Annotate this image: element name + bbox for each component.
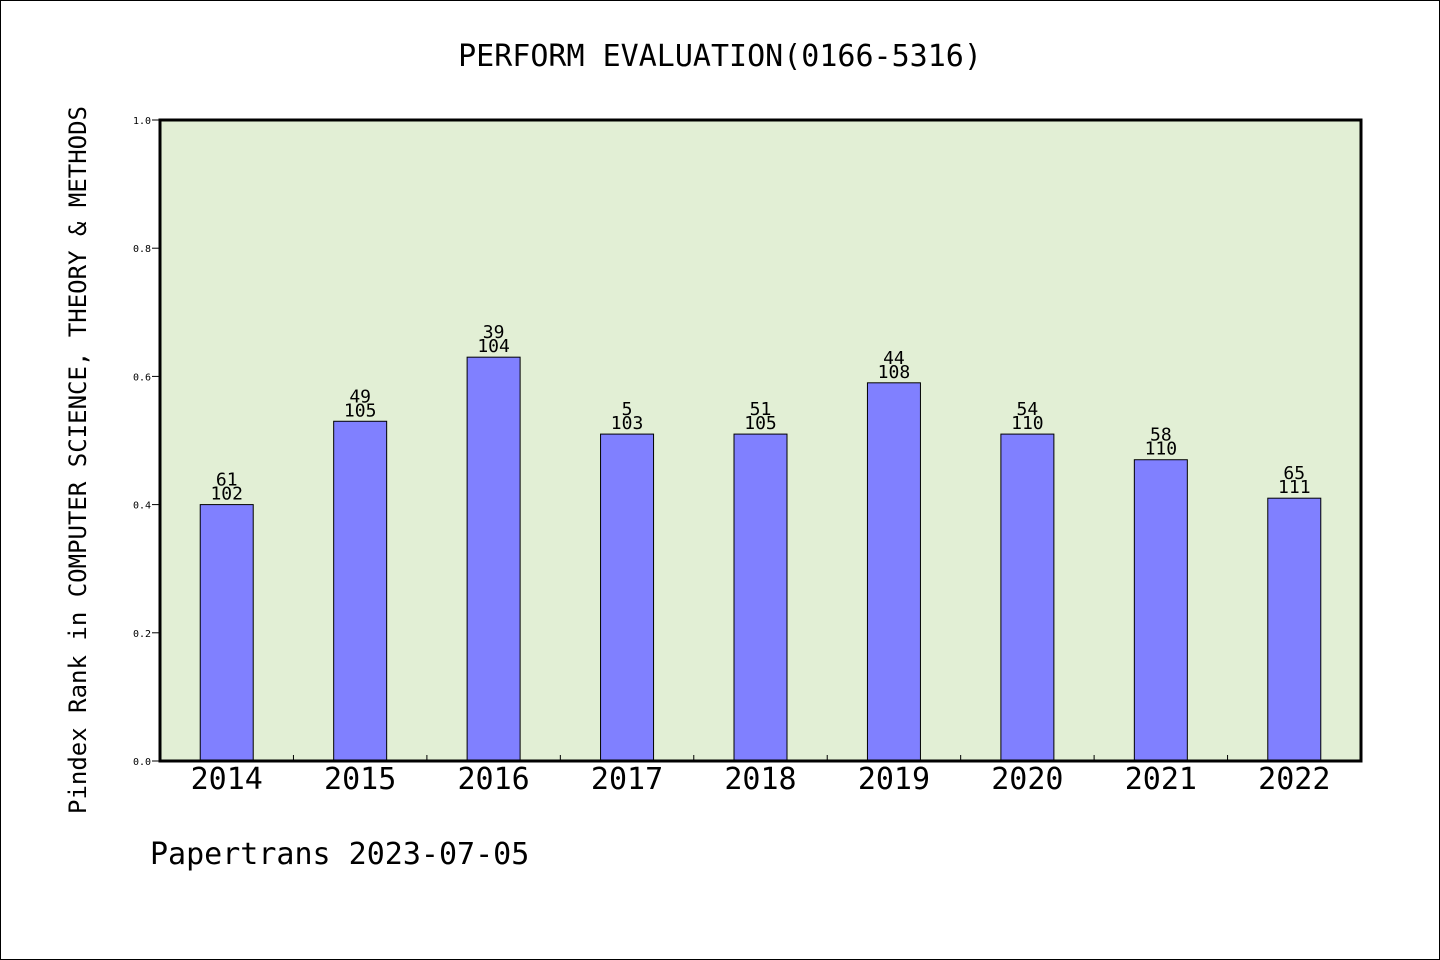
data-label-rank: 58 — [1150, 425, 1172, 446]
data-label-rank: 65 — [1283, 463, 1305, 484]
x-axis-ticks: 2014 2015 2016 2017 2018 2019 2020 2021 2022 — [191, 755, 1330, 797]
data-label-total: 102 — [210, 484, 243, 505]
x-tick-label: 2022 — [1258, 762, 1330, 797]
data-label-rank: 49 — [349, 386, 371, 407]
plot-border — [158, 118, 1363, 763]
data-label-total: 111 — [1278, 477, 1311, 498]
x-tick-label: 2014 — [191, 762, 263, 797]
bars-group — [199, 356, 1322, 762]
data-label-total: 110 — [1145, 439, 1178, 460]
bar — [733, 433, 788, 762]
data-label-total: 110 — [1011, 413, 1044, 434]
bar — [1000, 433, 1055, 762]
data-label-rank: 39 — [483, 322, 505, 343]
footer-text: Papertrans 2023-07-05 — [150, 837, 529, 872]
y-tick-label: 0.4 — [133, 501, 151, 512]
y-tick-label: 0.8 — [133, 244, 151, 255]
x-tick-label: 2015 — [324, 762, 396, 797]
data-label-rank: 51 — [750, 399, 772, 420]
bar — [1133, 459, 1188, 762]
y-axis-ticks: 0.0 0.2 0.4 0.6 0.8 1.0 — [133, 116, 160, 768]
bar — [199, 504, 254, 762]
data-label-rank: 61 — [216, 470, 238, 491]
x-tick-label: 2021 — [1125, 762, 1197, 797]
bar — [466, 356, 521, 762]
bar — [1267, 497, 1322, 762]
x-tick-label: 2017 — [591, 762, 663, 797]
data-label-total: 105 — [344, 400, 377, 421]
data-label-rank: 5 — [622, 399, 633, 420]
y-tick-label: 0.2 — [133, 629, 151, 640]
data-label-total: 104 — [477, 336, 510, 357]
x-tick-label: 2018 — [724, 762, 796, 797]
x-tick-label: 2019 — [858, 762, 930, 797]
y-tick-label: 0.0 — [133, 757, 151, 768]
data-label-rank: 44 — [883, 348, 905, 369]
chart-title: PERFORM EVALUATION(0166-5316) — [458, 39, 982, 74]
y-tick-label: 0.6 — [133, 372, 151, 383]
x-tick-label: 2016 — [457, 762, 529, 797]
data-label-total: 103 — [611, 413, 644, 434]
data-label-total: 105 — [744, 413, 777, 434]
x-tick-label: 2020 — [991, 762, 1063, 797]
bar — [600, 433, 655, 762]
data-label-rank: 54 — [1017, 399, 1039, 420]
y-axis-label: Pindex Rank in COMPUTER SCIENCE, THEORY … — [64, 106, 92, 814]
data-labels-group: 6110249105391045103511054410854110581106… — [210, 322, 1310, 504]
bar — [333, 420, 388, 762]
bar — [866, 382, 921, 762]
y-tick-label: 1.0 — [133, 116, 151, 127]
data-label-total: 108 — [878, 362, 911, 383]
